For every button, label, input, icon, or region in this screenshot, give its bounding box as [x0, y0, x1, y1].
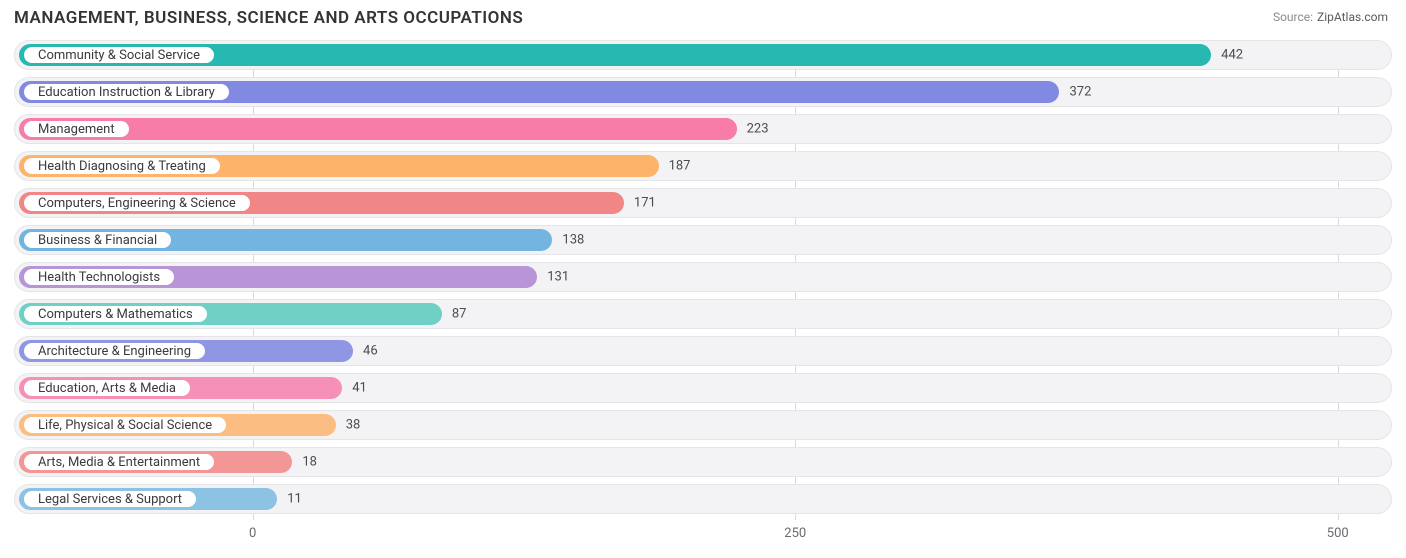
bar-row: Computers, Engineering & Science 171	[14, 188, 1392, 218]
category-pill: Business & Financial	[22, 230, 173, 250]
category-pill: Management	[22, 119, 131, 139]
bar-row: Computers & Mathematics 87	[14, 299, 1392, 329]
x-axis: 0 250 500	[14, 524, 1392, 544]
value-label: 372	[1069, 85, 1091, 100]
category-label: Health Technologists	[38, 270, 160, 285]
bar-row: Health Technologists 131	[14, 262, 1392, 292]
bar-row: Architecture & Engineering 46	[14, 336, 1392, 366]
source-label: Source:	[1273, 10, 1313, 24]
bar-row: Arts, Media & Entertainment 18	[14, 447, 1392, 477]
bar-row: Education, Arts & Media 41	[14, 373, 1392, 403]
value-label: 131	[547, 270, 569, 285]
bar-row: Health Diagnosing & Treating 187	[14, 151, 1392, 181]
bar-row: Business & Financial 138	[14, 225, 1392, 255]
bar-row: Management 223	[14, 114, 1392, 144]
category-label: Education Instruction & Library	[38, 85, 215, 100]
value-label: 11	[287, 492, 302, 507]
bar-row: Life, Physical & Social Science 38	[14, 410, 1392, 440]
category-label: Health Diagnosing & Treating	[38, 159, 206, 174]
category-pill: Life, Physical & Social Science	[22, 415, 228, 435]
category-label: Computers & Mathematics	[38, 307, 193, 322]
value-label: 223	[747, 122, 769, 137]
plot-region: Community & Social Service 442 Education I…	[14, 40, 1392, 520]
category-label: Community & Social Service	[38, 48, 200, 63]
value-label: 442	[1221, 48, 1243, 63]
category-pill: Health Diagnosing & Treating	[22, 156, 222, 176]
x-tick-label: 0	[249, 526, 256, 541]
category-label: Architecture & Engineering	[38, 344, 191, 359]
category-pill: Architecture & Engineering	[22, 341, 207, 361]
category-pill: Computers & Mathematics	[22, 304, 209, 324]
value-label: 87	[452, 307, 467, 322]
category-pill: Education, Arts & Media	[22, 378, 192, 398]
x-tick-label: 500	[1327, 526, 1349, 541]
category-pill: Community & Social Service	[22, 45, 216, 65]
bar-row: Community & Social Service 442	[14, 40, 1392, 70]
value-label: 187	[669, 159, 691, 174]
category-pill: Arts, Media & Entertainment	[22, 452, 216, 472]
bar-row: Legal Services & Support 11	[14, 484, 1392, 514]
bar-row: Education Instruction & Library 372	[14, 77, 1392, 107]
category-pill: Legal Services & Support	[22, 489, 198, 509]
chart-area: Community & Social Service 442 Education I…	[14, 40, 1392, 544]
category-label: Business & Financial	[38, 233, 157, 248]
value-label: 38	[346, 418, 361, 433]
value-label: 46	[363, 344, 378, 359]
source-value: ZipAtlas.com	[1317, 10, 1388, 24]
value-label: 171	[634, 196, 656, 211]
chart-source: Source: ZipAtlas.com	[1273, 10, 1388, 24]
value-label: 18	[302, 455, 317, 470]
chart-title: MANAGEMENT, BUSINESS, SCIENCE AND ARTS O…	[14, 8, 523, 28]
category-label: Education, Arts & Media	[38, 381, 176, 396]
category-label: Computers, Engineering & Science	[38, 196, 236, 211]
category-pill: Education Instruction & Library	[22, 82, 231, 102]
category-pill: Health Technologists	[22, 267, 176, 287]
category-label: Legal Services & Support	[38, 492, 182, 507]
x-tick-label: 250	[784, 526, 806, 541]
category-label: Life, Physical & Social Science	[38, 418, 212, 433]
value-label: 41	[352, 381, 367, 396]
category-label: Arts, Media & Entertainment	[38, 455, 200, 470]
category-pill: Computers, Engineering & Science	[22, 193, 252, 213]
value-label: 138	[562, 233, 584, 248]
category-label: Management	[38, 122, 115, 137]
